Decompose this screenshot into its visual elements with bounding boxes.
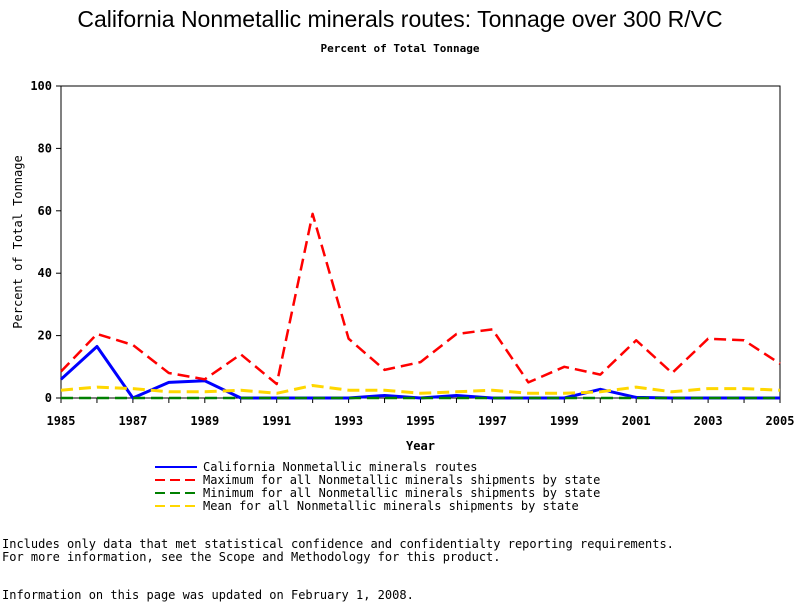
series-line-maximum <box>60 212 781 386</box>
footnote-confidentiality: Includes only data that met statistical … <box>2 537 674 551</box>
x-tick-label: 1989 <box>190 414 219 428</box>
legend-swatch <box>155 491 197 494</box>
legend-item-mean: Mean for all Nonmetallic minerals shipme… <box>155 500 600 513</box>
legend-swatch <box>155 478 197 481</box>
legend-item-maximum: Maximum for all Nonmetallic minerals shi… <box>155 474 600 487</box>
y-tick-label: 40 <box>38 266 52 280</box>
series-line-mean <box>60 384 781 395</box>
x-tick-label: 2001 <box>622 414 651 428</box>
x-tick-label: 1987 <box>118 414 147 428</box>
y-tick-label: 60 <box>38 204 52 218</box>
legend-item-california-routes: California Nonmetallic minerals routes <box>155 461 600 474</box>
legend-swatch <box>155 465 197 468</box>
x-tick-label: 1991 <box>262 414 291 428</box>
chart-title: California Nonmetallic minerals routes: … <box>77 6 723 32</box>
legend-label: Minimum for all Nonmetallic minerals shi… <box>203 486 601 500</box>
line-chart: 0 20 40 60 80 100 1985 1987 1989 1991 1993 1995 1997… <box>11 79 795 453</box>
footnote-methodology: For more information, see the Scope and … <box>2 550 501 564</box>
x-tick-label: 1993 <box>334 414 363 428</box>
x-axis-label: Year <box>406 439 435 453</box>
legend-label: California Nonmetallic minerals routes <box>203 460 478 474</box>
x-tick-label: 1999 <box>550 414 579 428</box>
y-axis-label: Percent of Total Tonnage <box>11 155 25 328</box>
y-tick-label: 20 <box>38 329 52 343</box>
x-tick-label: 2003 <box>694 414 723 428</box>
x-tick-label: 1985 <box>47 414 76 428</box>
x-tick-label: 1995 <box>406 414 435 428</box>
legend-item-minimum: Minimum for all Nonmetallic minerals shi… <box>155 487 600 500</box>
x-tick-label: 2005 <box>766 414 795 428</box>
y-tick-label: 0 <box>45 391 52 405</box>
chart-legend: California Nonmetallic minerals routes Ma… <box>155 461 600 513</box>
legend-label: Mean for all Nonmetallic minerals shipme… <box>203 499 579 513</box>
plot-frame <box>60 85 781 399</box>
legend-label: Maximum for all Nonmetallic minerals shi… <box>203 473 601 487</box>
footnote-updated: Information on this page was updated on … <box>2 588 414 602</box>
x-tick-label: 1997 <box>478 414 507 428</box>
y-tick-label: 80 <box>38 141 52 155</box>
y-tick-label: 100 <box>30 79 52 93</box>
legend-swatch <box>155 504 197 507</box>
chart-subtitle: Percent of Total Tonnage <box>320 42 480 55</box>
